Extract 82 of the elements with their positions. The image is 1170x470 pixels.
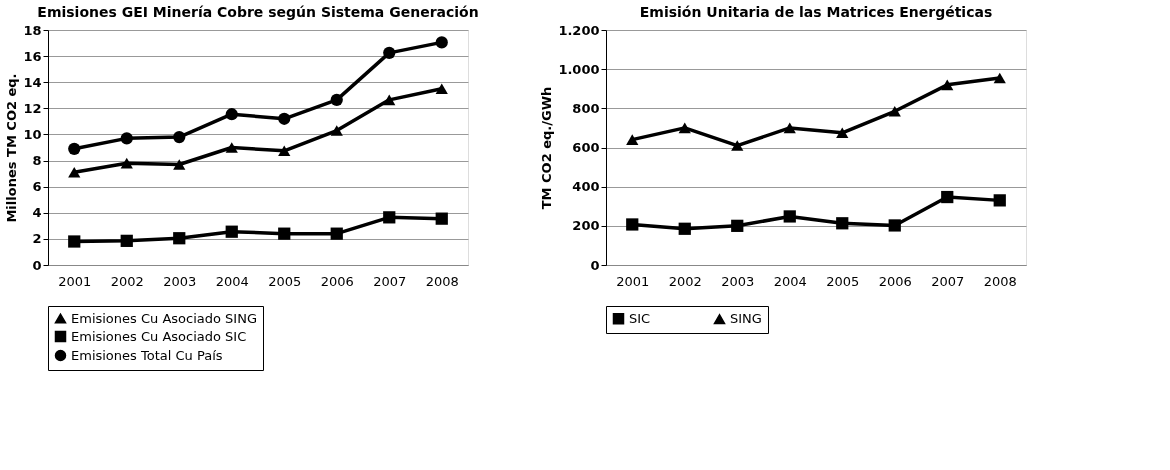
y-tick-label: 8 [32, 153, 42, 169]
y-tick-label: 6 [32, 179, 42, 195]
point [68, 235, 81, 248]
x-tick-label: 2003 [163, 273, 197, 289]
y-tick-label: 200 [572, 218, 600, 234]
point [678, 122, 691, 134]
y-axis-title: Millones TM CO2 eq. [4, 73, 20, 223]
point [836, 217, 849, 230]
chart-title: Emisión Unitaria de las Matrices Energéticas [639, 4, 993, 20]
point [120, 157, 133, 169]
point [120, 234, 133, 247]
legend-label: SIC [629, 310, 651, 326]
point [731, 140, 744, 151]
x-tick-label: 2006 [320, 273, 354, 289]
point [435, 83, 448, 95]
y-tick-label: 4 [32, 205, 42, 221]
y-tick-label: 600 [572, 140, 600, 155]
x-tick-label: 2007 [373, 273, 407, 289]
point [941, 79, 954, 91]
point [173, 159, 186, 170]
chart-title: Emisiones GEI Minería Cobre según Sistema Generación [37, 4, 479, 20]
y-tick-label: 16 [23, 48, 42, 64]
x-tick-label: 2001 [616, 273, 650, 289]
point [941, 190, 954, 204]
legend-label: Emisiones Total Cu País [71, 347, 223, 363]
point [120, 132, 133, 145]
y-tick-label: 800 [572, 100, 600, 116]
point [173, 130, 186, 144]
x-tick-label: 2005 [826, 273, 860, 289]
y-tick-label: 0 [590, 257, 600, 273]
point [678, 222, 691, 235]
point [68, 142, 81, 155]
y-tick-label: 14 [23, 74, 42, 90]
point [783, 210, 796, 223]
point [330, 125, 343, 136]
point [993, 72, 1006, 84]
point [993, 194, 1006, 207]
legend-label: Emisiones Cu Asociado SING [71, 310, 257, 326]
x-tick-label: 2008 [425, 273, 459, 289]
y-tick-label: 2 [32, 231, 42, 247]
point [383, 46, 396, 59]
x-tick-label: 2005 [268, 273, 302, 289]
point [330, 93, 343, 106]
x-tick-label: 2007 [931, 273, 965, 289]
legend-label: SING [730, 311, 762, 327]
point [278, 227, 291, 240]
x-tick-label: 2002 [110, 273, 144, 289]
x-tick-label: 2008 [983, 273, 1017, 289]
y-tick-label: 1.000 [558, 61, 600, 77]
y-tick-label: 18 [23, 22, 42, 38]
point [836, 127, 849, 139]
point [278, 145, 291, 157]
point [173, 232, 186, 245]
point [435, 212, 448, 225]
point [225, 108, 238, 121]
point [783, 122, 796, 134]
point [330, 227, 343, 240]
point [225, 142, 238, 153]
y-tick-label: 12 [23, 100, 42, 116]
point [278, 112, 291, 125]
point [435, 36, 448, 49]
point [888, 105, 901, 117]
point [383, 94, 396, 106]
y-tick-label: 400 [572, 179, 600, 195]
x-tick-label: 2002 [668, 273, 702, 289]
x-tick-label: 2006 [878, 273, 912, 289]
point [731, 219, 744, 232]
legend-label: Emisiones Cu Asociado SIC [71, 328, 247, 344]
point [68, 167, 81, 178]
point [383, 211, 396, 224]
x-tick-label: 2004 [773, 273, 807, 289]
y-tick-label: 1.200 [558, 22, 600, 38]
x-tick-label: 2004 [215, 273, 249, 289]
point [888, 219, 901, 232]
point [225, 225, 238, 238]
y-axis-title: TM CO2 eq./GWh [539, 86, 555, 210]
x-tick-label: 2003 [721, 273, 755, 289]
point [626, 134, 639, 145]
y-tick-label: 0 [32, 257, 42, 273]
x-tick-label: 2001 [58, 273, 92, 289]
y-tick-label: 10 [23, 126, 42, 142]
point [626, 218, 639, 231]
